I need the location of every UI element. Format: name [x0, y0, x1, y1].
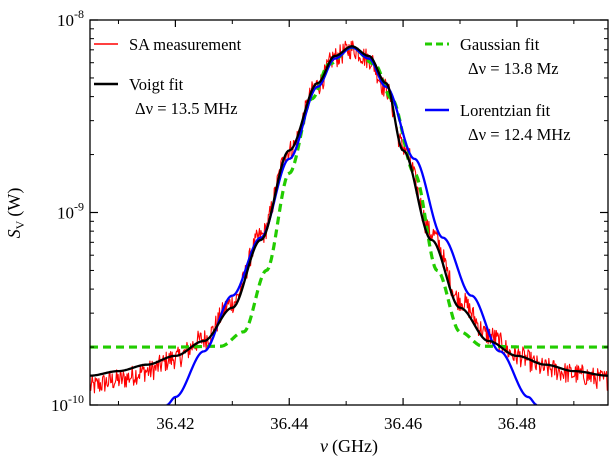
x-tick-label: 36.44	[270, 414, 309, 433]
legend-label-voigt: Voigt fit	[129, 75, 184, 94]
x-tick-label: 36.42	[156, 414, 194, 433]
legend-annotation-lorentzian: Δν = 12.4 MHz	[468, 125, 571, 144]
y-axis-unit: (W)	[4, 188, 25, 217]
y-tick-label: 10-8	[57, 7, 84, 30]
legend: SA measurement Voigt fit Δν = 13.5 MHz G…	[94, 35, 571, 144]
series-line-voigt-fit	[90, 45, 608, 377]
x-axis-symbol: ν	[320, 436, 328, 456]
x-tick-label: 36.46	[384, 414, 422, 433]
legend-label-lorentzian: Lorentzian fit	[460, 101, 551, 120]
y-axis-label: SV (W)	[4, 188, 27, 239]
x-tick-label: 36.48	[498, 414, 536, 433]
x-axis-label: ν (GHz)	[320, 436, 378, 457]
legend-annotation-voigt: Δν = 13.5 MHz	[135, 99, 238, 118]
series-layer	[90, 40, 608, 405]
y-tick-label: 10-9	[57, 200, 84, 223]
series-line-sa-measurement	[90, 40, 608, 394]
y-axis-subscript: V	[13, 220, 27, 229]
legend-label-gaussian: Gaussian fit	[460, 35, 540, 54]
y-axis-symbol: S	[4, 229, 24, 238]
legend-label-sa: SA measurement	[129, 35, 242, 54]
legend-annotation-gaussian: Δν = 13.8 Mz	[468, 59, 559, 78]
y-tick-label: 10-10	[51, 392, 84, 415]
x-axis-unit: (GHz)	[332, 436, 378, 457]
ticks-layer: 36.42 36.44 36.46 36.48 10-10 10-9 10-8	[51, 7, 608, 433]
